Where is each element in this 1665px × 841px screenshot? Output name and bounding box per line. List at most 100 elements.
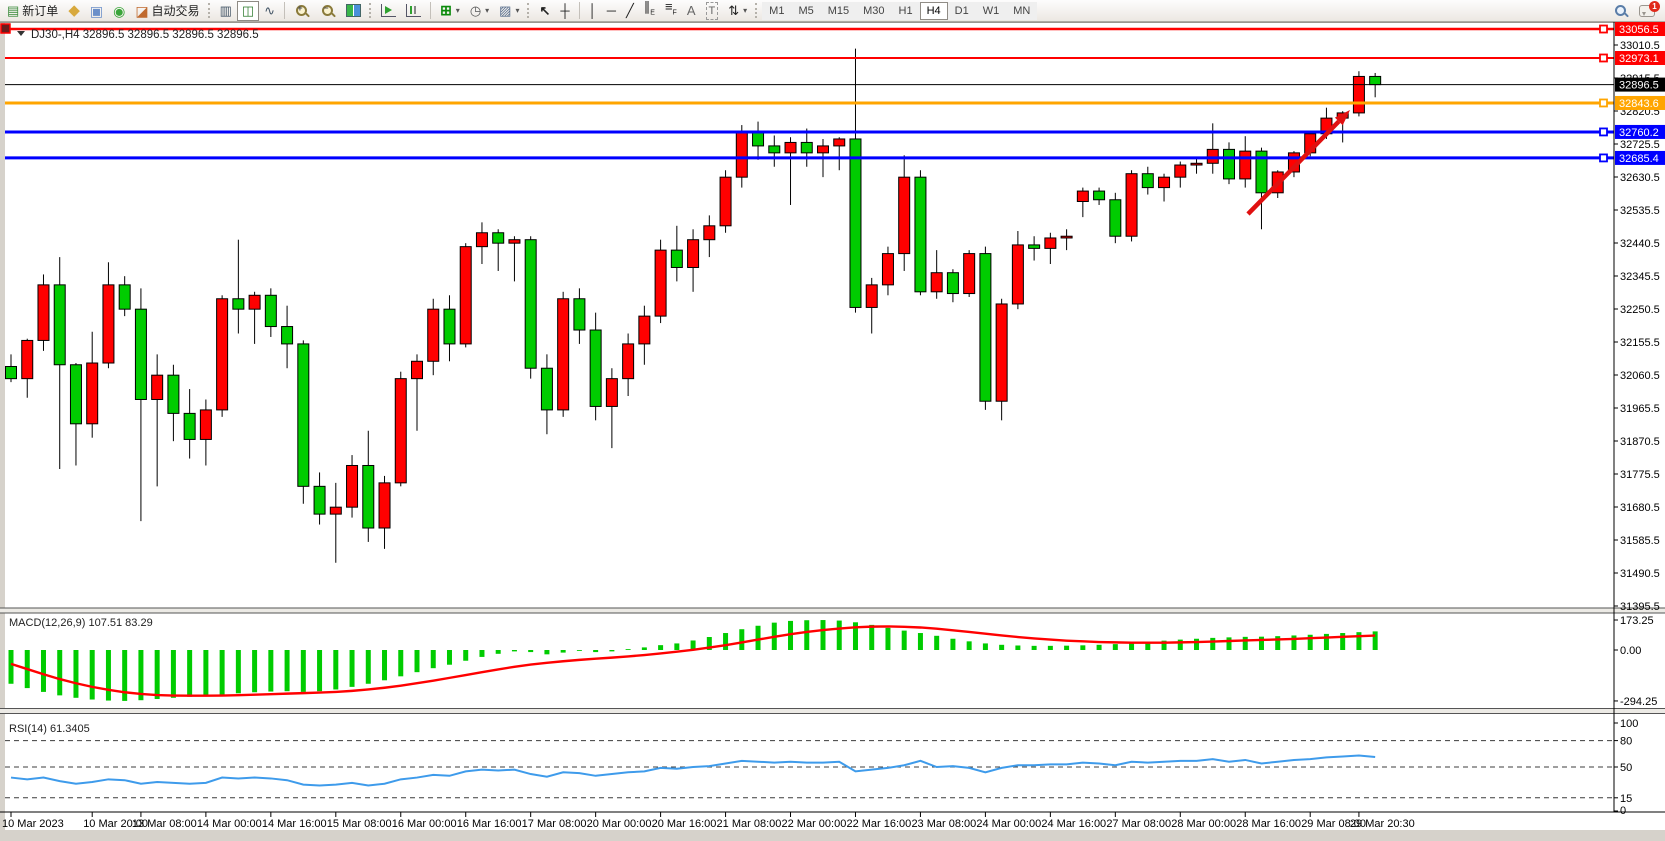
macd-histogram-bar [284, 650, 290, 692]
toolbar-grip[interactable] [369, 3, 373, 18]
notifications-icon[interactable]: 1 [1639, 0, 1660, 17]
macd-histogram-bar [170, 650, 176, 698]
horizontal-lines-layer[interactable] [5, 24, 1614, 163]
horizontal-line-button[interactable]: ─ [602, 1, 621, 21]
price-badge [1615, 22, 1665, 37]
macd-histogram-bar [57, 650, 63, 696]
timeframe-button-m5[interactable]: M5 [791, 1, 821, 20]
bull-candle [963, 253, 976, 295]
timeframe-button-h4[interactable]: H4 [919, 1, 948, 20]
candlestick-chart-button[interactable]: ◫ [236, 0, 260, 21]
macd-histogram-bar [89, 650, 95, 700]
timeframe-button-m1[interactable]: M1 [762, 1, 792, 20]
radar-icon: ◉ [113, 2, 126, 19]
price-tick-label: 32155.5 [1620, 337, 1660, 349]
arrows-button[interactable]: ⇅ ▾ [723, 1, 752, 21]
bear-candle [313, 485, 326, 515]
bear-candle [232, 298, 245, 310]
cursor-button[interactable]: ↖ [534, 1, 555, 21]
timeframe-button-m30[interactable]: M30 [856, 1, 892, 20]
zoom-out-button[interactable]: − [315, 1, 341, 21]
toolbar-grip[interactable] [527, 3, 531, 18]
macd-histogram-bar [479, 650, 485, 657]
line-chart-button[interactable]: ∿ [259, 1, 280, 21]
line-endpoint-handle[interactable] [1599, 24, 1608, 34]
price-badge [1615, 150, 1665, 165]
bull-candle [1060, 235, 1073, 239]
window-corner-icon[interactable] [0, 23, 11, 34]
channel-button[interactable]: ∥E [639, 0, 660, 21]
tile-windows-button[interactable] [341, 1, 366, 21]
timeframe-button-m15[interactable]: M15 [820, 1, 857, 20]
toolbar-grip[interactable] [755, 3, 759, 18]
line-endpoint-handle[interactable] [1599, 153, 1608, 163]
notification-badge: 1 [1649, 0, 1660, 12]
chart-background [0, 22, 1665, 841]
bull-candle [881, 253, 894, 286]
text-button[interactable]: A [682, 1, 701, 21]
arrow-head [1334, 110, 1350, 126]
timeframe-button-h1[interactable]: H1 [891, 1, 920, 20]
pane-separators[interactable] [0, 607, 1665, 714]
macd-histogram-bar [885, 627, 891, 650]
timeframe-button-w1[interactable]: W1 [975, 1, 1007, 20]
bear-candle [914, 176, 927, 293]
macd-histogram-bar [219, 650, 225, 695]
chevron-down-icon: ▾ [485, 6, 490, 15]
bull-candle [638, 315, 651, 345]
macd-histogram-bar [1372, 631, 1378, 650]
search-icon[interactable] [1613, 3, 1629, 19]
autotrade-button[interactable]: ◪ 自动交易 [130, 1, 204, 21]
bull-candle [394, 378, 407, 484]
bull-candle [378, 482, 391, 529]
zoom-in-button[interactable]: + [289, 1, 315, 21]
profiles-button[interactable]: ▣ [85, 1, 108, 21]
timeframe-button-mn[interactable]: MN [1006, 1, 1038, 20]
line-endpoint-handle[interactable] [1599, 53, 1608, 63]
bull-candle [1174, 164, 1187, 178]
macd-histogram-bar [1112, 644, 1118, 650]
macd-histogram-bar [982, 643, 988, 650]
price-axis[interactable]: 33010.532915.532820.532725.532630.532535… [1613, 22, 1665, 817]
arrow-annotation[interactable] [1246, 110, 1350, 216]
bar-chart-button[interactable]: ▥ [215, 1, 237, 21]
vertical-line-button[interactable]: │ [584, 1, 602, 21]
periods-button[interactable]: ◷ ▾ [465, 1, 494, 21]
macd-histogram-bar [706, 637, 712, 650]
line-endpoint-handle[interactable] [1599, 127, 1608, 137]
timeframe-button-d1[interactable]: D1 [947, 1, 976, 20]
bull-candle [833, 138, 846, 147]
templates-button[interactable]: ▨ ▾ [494, 1, 524, 21]
macd-pane [8, 620, 1378, 701]
price-tick-label: 31585.5 [1620, 535, 1660, 547]
macd-histogram-bar [1064, 645, 1070, 650]
time-tick-label: 27 Mar 08:00 [1106, 818, 1171, 830]
separator [284, 2, 286, 19]
market-watch-button[interactable]: ◉ [108, 1, 130, 21]
fibonacci-button[interactable]: ≡F [660, 0, 682, 21]
bull-candle [102, 284, 115, 364]
macd-histogram-bar [122, 650, 128, 701]
line-endpoint-handle[interactable] [1599, 98, 1608, 108]
arrow-shaft[interactable] [1246, 119, 1341, 216]
scroll-group: ⊞ ▾ ◷ ▾ ▨ ▾ [376, 0, 524, 22]
bull-candle [703, 225, 716, 241]
trade-group: ▤ 新订单 ◆ ▣ ◉ ◪ 自动交易 [2, 0, 205, 22]
bear-candle [134, 308, 147, 400]
chart-shift-button[interactable] [401, 1, 426, 21]
time-tick-label: 17 Mar 08:00 [522, 818, 587, 830]
text-label-button[interactable]: T [701, 1, 724, 21]
macd-histogram-bar [917, 633, 923, 650]
title-dropdown-icon[interactable] [17, 31, 25, 36]
toolbar-grip[interactable] [207, 3, 212, 18]
trendline-button[interactable]: ╱ [621, 1, 639, 21]
separator [578, 2, 580, 19]
auto-scroll-button[interactable] [376, 1, 401, 21]
bull-candle [719, 176, 732, 227]
deposit-button[interactable]: ◆ [63, 1, 85, 21]
new-order-button[interactable]: ▤ 新订单 [2, 1, 63, 21]
crosshair-button[interactable]: ┼ [555, 1, 574, 21]
indicators-button[interactable]: ⊞ ▾ [435, 1, 465, 21]
candlestick-chart-icon: ◫ [241, 2, 255, 18]
